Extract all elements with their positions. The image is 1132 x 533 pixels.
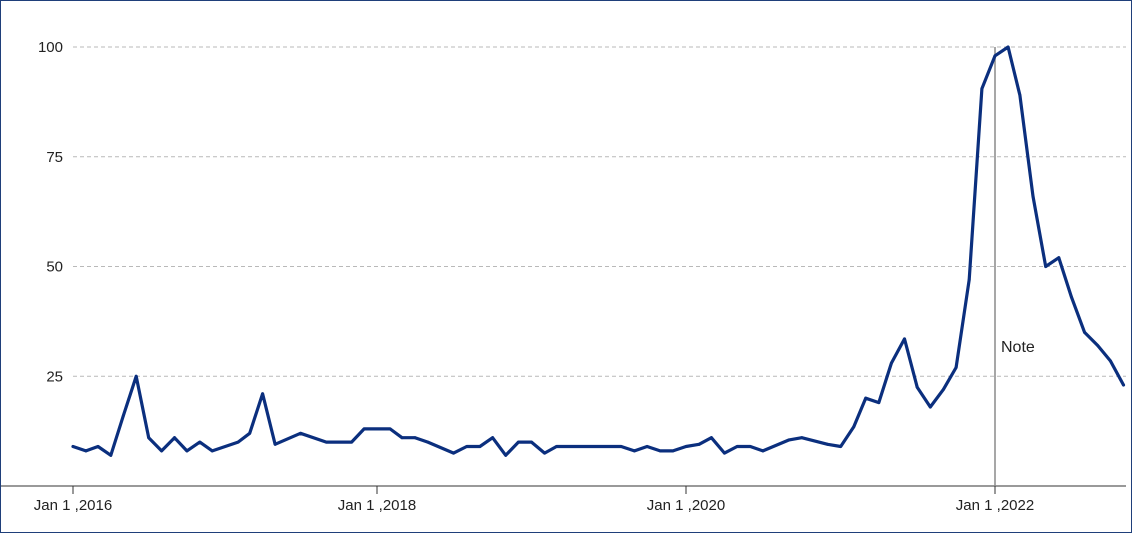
- data-point: [852, 425, 856, 429]
- data-point: [109, 453, 113, 457]
- y-tick-label: 75: [46, 149, 63, 166]
- data-point: [173, 436, 176, 440]
- annotation-label: Note: [1001, 339, 1035, 356]
- data-point: [543, 451, 546, 455]
- data-point: [1057, 256, 1061, 260]
- data-point: [877, 401, 881, 404]
- data-point: [134, 374, 138, 378]
- data-point: [890, 361, 893, 365]
- data-point: [517, 440, 520, 444]
- y-tick-label: 50: [46, 259, 63, 276]
- data-point: [147, 436, 151, 440]
- series-line: [71, 45, 1126, 457]
- data-point: [465, 445, 469, 448]
- data-point: [839, 445, 843, 448]
- data-point: [555, 445, 558, 448]
- data-point: [697, 442, 701, 446]
- data-point: [748, 445, 752, 448]
- data-point: [671, 449, 675, 453]
- x-axis-ticks: Jan 1 ,2016 Jan 1 ,2018 Jan 1 ,2020 Jan 1 ,…: [34, 486, 1034, 514]
- data-point: [362, 427, 366, 431]
- data-point: [967, 278, 971, 282]
- data-point: [452, 451, 455, 455]
- data-point: [1018, 93, 1022, 97]
- data-point: [413, 436, 417, 440]
- data-point: [350, 440, 353, 444]
- data-point: [1070, 295, 1073, 299]
- data-point: [248, 431, 252, 435]
- data-point: [1031, 194, 1035, 198]
- data-point: [710, 436, 713, 440]
- data-point: [1006, 45, 1010, 49]
- data-point: [915, 385, 919, 389]
- data-point: [787, 438, 791, 442]
- x-tick-label: Jan 1 ,2022: [956, 497, 1034, 514]
- data-point: [478, 445, 482, 448]
- y-tick-label: 100: [38, 39, 63, 56]
- data-point: [633, 449, 636, 453]
- data-point: [954, 366, 958, 369]
- data-point: [504, 453, 508, 457]
- data-point: [400, 436, 404, 440]
- data-point: [236, 440, 240, 444]
- data-point: [491, 436, 494, 440]
- x-tick-label: Jan 1 ,2018: [338, 497, 416, 514]
- gridlines: [73, 46, 1126, 377]
- data-point: [261, 392, 264, 396]
- data-point: [864, 396, 868, 400]
- data-point: [723, 451, 726, 455]
- data-point: [530, 440, 533, 444]
- data-point: [388, 427, 392, 431]
- data-point: [735, 445, 739, 448]
- data-point: [84, 449, 88, 453]
- x-tick-label: Jan 1 ,2020: [647, 497, 725, 514]
- y-tick-label: 25: [46, 368, 63, 385]
- data-point: [658, 449, 662, 453]
- data-point: [160, 449, 164, 453]
- data-point: [1109, 359, 1112, 363]
- data-point: [1083, 331, 1086, 334]
- series-points: [71, 45, 1125, 457]
- data-point: [185, 449, 189, 453]
- data-point: [273, 442, 277, 446]
- data-point: [1044, 265, 1048, 268]
- annotations: Note: [994, 47, 1035, 486]
- data-point: [619, 445, 623, 448]
- data-point: [993, 54, 997, 58]
- data-point: [761, 449, 765, 453]
- data-point: [980, 87, 984, 91]
- data-point: [928, 405, 932, 409]
- series-layer: [71, 45, 1126, 457]
- data-point: [684, 445, 688, 448]
- data-point: [96, 445, 100, 448]
- data-point: [426, 440, 430, 444]
- data-point: [826, 442, 829, 446]
- data-point: [299, 431, 302, 435]
- data-point: [1122, 383, 1125, 387]
- data-point: [942, 388, 945, 391]
- data-point: [324, 440, 328, 444]
- data-point: [71, 445, 75, 448]
- x-tick-label: Jan 1 ,2016: [34, 497, 112, 514]
- data-point: [1096, 344, 1100, 347]
- data-point: [121, 414, 125, 418]
- data-point: [800, 436, 804, 440]
- data-point: [903, 337, 906, 341]
- data-point: [198, 440, 202, 444]
- y-axis-ticks: 25 50 75 100: [38, 39, 63, 385]
- data-point: [645, 445, 649, 448]
- data-point: [210, 449, 214, 453]
